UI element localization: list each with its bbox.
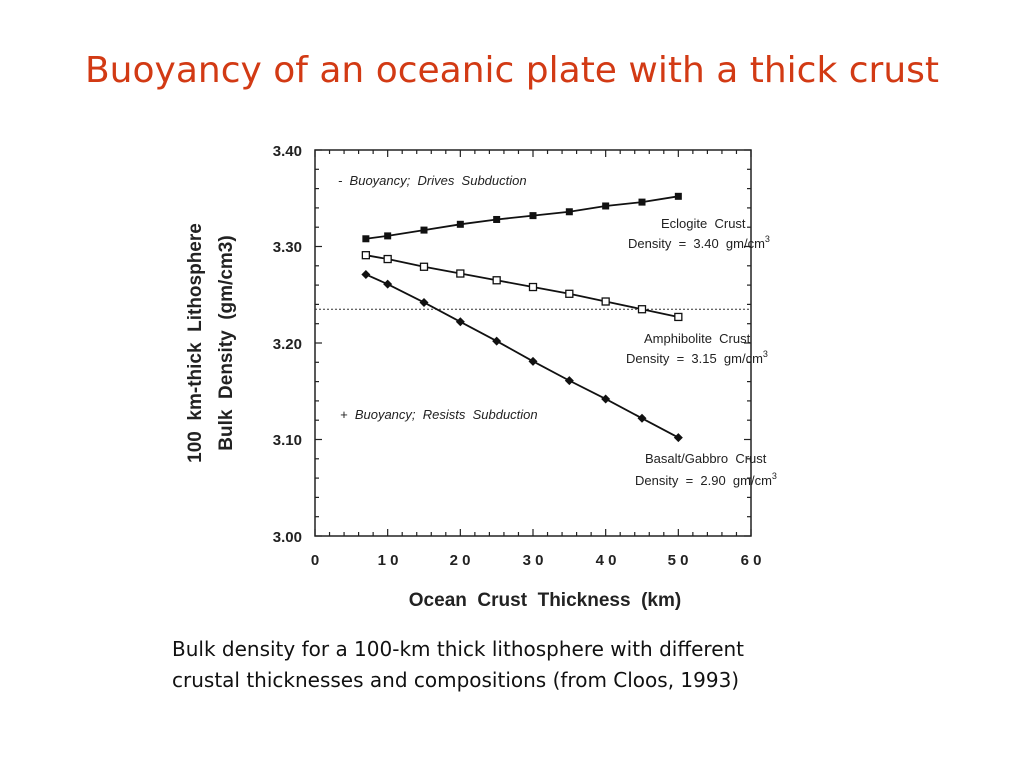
annotation-resists-subduction: + Buoyancy; Resists Subduction xyxy=(340,407,538,422)
amphibolite-point xyxy=(674,312,683,322)
eclogite-point xyxy=(420,226,428,234)
basalt-gabbro-density: Density = 2.90 gm/cm3 xyxy=(635,471,777,488)
basalt-gabbro-point xyxy=(361,269,371,279)
y-tick-label: 3.40 xyxy=(273,143,302,160)
basalt-gabbro-point xyxy=(419,297,429,307)
x-tick-label: 0 xyxy=(311,552,319,569)
y-axis-label-line1: 100 km-thick Lithosphere xyxy=(185,223,206,463)
basalt-gabbro-point xyxy=(601,394,611,404)
amphibolite-point xyxy=(419,262,429,271)
eclogite-point xyxy=(493,215,501,223)
tick-marks xyxy=(314,149,752,537)
amphibolite-point xyxy=(601,297,610,306)
density-chart: 0 1 0 2 0 3 0 4 0 5 0 6 0 3.00 3.10 3.20… xyxy=(185,143,777,611)
eclogite-point xyxy=(638,198,646,206)
amphibolite-point xyxy=(361,251,371,260)
y-tick-label: 3.20 xyxy=(273,336,302,353)
y-axis-label-line2: Bulk Density (gm/cm3) xyxy=(216,235,237,450)
amphibolite-point xyxy=(637,305,647,314)
eclogite-point xyxy=(602,202,610,210)
x-tick-label: 1 0 xyxy=(378,552,399,569)
amphibolite-point xyxy=(492,276,501,285)
basalt-gabbro-line xyxy=(365,273,679,439)
amphibolite-point xyxy=(383,254,392,264)
eclogite-point xyxy=(674,192,682,200)
x-tick-label: 2 0 xyxy=(450,552,471,569)
x-tick-label: 6 0 xyxy=(741,552,762,569)
caption-line: Bulk density for a 100-km thick lithosph… xyxy=(172,637,745,661)
amphibolite-label: Amphibolite Crust xyxy=(644,331,751,346)
eclogite-point xyxy=(456,220,464,228)
x-axis-label: Ocean Crust Thickness (km) xyxy=(409,590,681,611)
figure-caption: Bulk density for a 100-km thick lithosph… xyxy=(172,634,892,696)
eclogite-label: Eclogite Crust xyxy=(661,216,746,231)
annotation-drives-subduction: - Buoyancy; Drives Subduction xyxy=(338,173,527,188)
basalt-gabbro-point xyxy=(455,317,465,327)
eclogite-point xyxy=(384,232,392,240)
amphibolite-point xyxy=(565,289,574,298)
amphibolite-point xyxy=(456,269,465,278)
eclogite-point xyxy=(529,212,537,220)
amphibolite-line xyxy=(365,254,679,318)
slide-title: Buoyancy of an oceanic plate with a thic… xyxy=(84,50,940,91)
basalt-gabbro-point xyxy=(528,356,538,366)
basalt-gabbro-point xyxy=(383,279,393,289)
y-tick-label: 3.30 xyxy=(273,239,302,256)
caption-line: crustal thicknesses and compositions (fr… xyxy=(172,668,740,692)
amphibolite-point xyxy=(528,282,538,292)
x-tick-label: 4 0 xyxy=(596,552,617,569)
basalt-gabbro-label: Basalt/Gabbro Crust xyxy=(645,451,767,466)
series-group xyxy=(361,192,683,443)
basalt-gabbro-point xyxy=(637,413,647,423)
basalt-gabbro-point xyxy=(492,336,502,346)
y-tick-label: 3.10 xyxy=(273,432,302,449)
eclogite-line xyxy=(365,195,679,240)
x-tick-label: 5 0 xyxy=(668,552,689,569)
basalt-gabbro-point xyxy=(673,433,683,443)
eclogite-density: Density = 3.40 gm/cm3 xyxy=(628,234,770,251)
amphibolite-density: Density = 3.15 gm/cm3 xyxy=(626,349,768,366)
eclogite-point xyxy=(362,235,370,243)
basalt-gabbro-point xyxy=(564,376,574,386)
y-tick-label: 3.00 xyxy=(273,529,302,546)
x-tick-label: 3 0 xyxy=(523,552,544,569)
eclogite-point xyxy=(565,208,573,216)
